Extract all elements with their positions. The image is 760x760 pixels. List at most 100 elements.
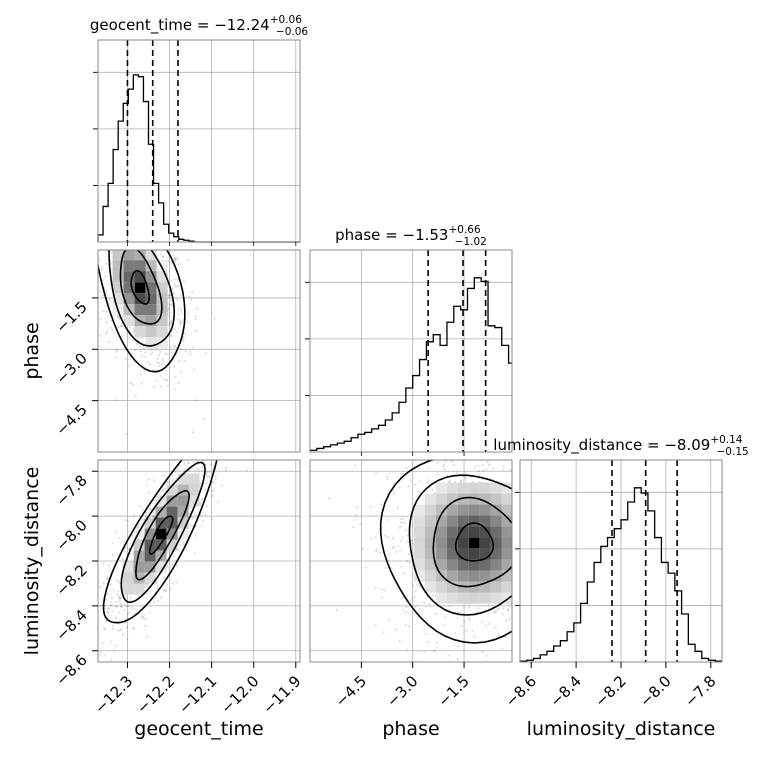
sample-point xyxy=(126,617,129,620)
sample-point xyxy=(380,596,383,599)
sample-point xyxy=(552,558,554,560)
sample-point xyxy=(527,497,529,499)
sample-point xyxy=(508,618,511,621)
density-cell xyxy=(479,482,491,494)
sample-point xyxy=(437,473,440,476)
sample-point xyxy=(116,350,119,353)
density-cell xyxy=(513,527,524,538)
sample-point xyxy=(136,234,138,236)
sample-point xyxy=(457,644,460,648)
sample-point xyxy=(99,334,103,337)
sample-point xyxy=(423,601,426,604)
sample-point xyxy=(513,521,515,523)
sample-point xyxy=(544,468,546,470)
sample-point xyxy=(404,521,407,524)
sample-point xyxy=(527,575,529,577)
sample-point xyxy=(123,225,125,227)
sample-point xyxy=(405,605,408,609)
sample-point xyxy=(91,249,93,251)
histogram-step xyxy=(519,487,722,662)
sample-point xyxy=(95,246,97,248)
density-cell xyxy=(188,473,200,485)
sample-point xyxy=(130,352,134,355)
sample-point xyxy=(126,520,130,523)
density-cell xyxy=(513,494,524,505)
density-cell xyxy=(501,570,512,582)
sample-point xyxy=(210,489,213,492)
sample-point xyxy=(534,509,536,511)
sample-point xyxy=(129,596,132,599)
sample-point xyxy=(169,345,172,348)
sample-point xyxy=(173,285,177,288)
histogram-step xyxy=(309,277,512,452)
density-cell xyxy=(133,583,145,595)
sample-point xyxy=(523,598,525,600)
title-value: phase = −1.53 xyxy=(335,226,448,244)
sample-point xyxy=(136,526,139,529)
sample-point xyxy=(501,612,504,615)
sample-point xyxy=(157,600,160,603)
density-cell xyxy=(446,504,458,516)
density-cell xyxy=(468,493,480,505)
sample-point xyxy=(517,538,519,540)
sample-point xyxy=(226,456,228,458)
sample-point xyxy=(513,600,515,602)
sample-point xyxy=(526,566,528,568)
sample-point xyxy=(183,332,186,335)
sample-point xyxy=(117,316,120,319)
x-tick-label: −3.0 xyxy=(383,672,421,710)
density-cell xyxy=(457,559,469,571)
sample-point xyxy=(126,246,128,248)
sample-point xyxy=(116,605,119,608)
sample-point xyxy=(149,352,152,356)
sample-point xyxy=(105,598,108,601)
sample-point xyxy=(422,449,424,451)
sample-point xyxy=(459,480,463,483)
sample-point xyxy=(194,318,197,321)
sample-point xyxy=(144,624,147,627)
sample-point xyxy=(561,577,563,579)
sample-point xyxy=(169,320,172,324)
sample-point xyxy=(425,632,428,636)
title-lower: −1.02 xyxy=(455,236,487,248)
sample-point xyxy=(130,599,134,602)
sample-point xyxy=(138,345,141,348)
sample-point xyxy=(168,294,171,297)
sample-point xyxy=(374,536,377,539)
sample-point xyxy=(442,465,445,468)
sample-point xyxy=(217,442,219,444)
sample-point xyxy=(540,505,542,507)
sample-point xyxy=(533,518,535,520)
sample-point xyxy=(495,609,498,612)
sample-point xyxy=(173,388,177,391)
sample-point xyxy=(195,442,197,444)
sample-point xyxy=(502,607,505,610)
sample-point xyxy=(554,555,556,557)
sample-point xyxy=(208,470,211,473)
density-cell xyxy=(457,526,469,538)
sample-point xyxy=(559,550,561,552)
sample-point xyxy=(213,454,215,456)
sample-point xyxy=(120,604,123,608)
sample-point xyxy=(306,436,308,438)
sample-point xyxy=(521,571,523,573)
sample-point xyxy=(456,611,459,614)
sample-point xyxy=(167,324,170,327)
sample-point xyxy=(560,505,562,507)
sample-point xyxy=(494,626,497,629)
density-cell xyxy=(177,506,189,518)
sample-point xyxy=(600,572,602,574)
sample-point xyxy=(386,477,389,480)
sample-point xyxy=(105,620,108,623)
sample-point xyxy=(111,329,114,332)
sample-point xyxy=(410,597,414,600)
sample-point xyxy=(564,529,566,531)
sample-point xyxy=(198,446,200,448)
sample-point xyxy=(408,562,411,565)
sample-point xyxy=(214,477,217,481)
sample-point xyxy=(542,537,544,539)
sample-point xyxy=(392,545,395,548)
density-cell xyxy=(524,516,535,527)
sample-point xyxy=(119,182,121,184)
sample-point xyxy=(161,358,164,361)
